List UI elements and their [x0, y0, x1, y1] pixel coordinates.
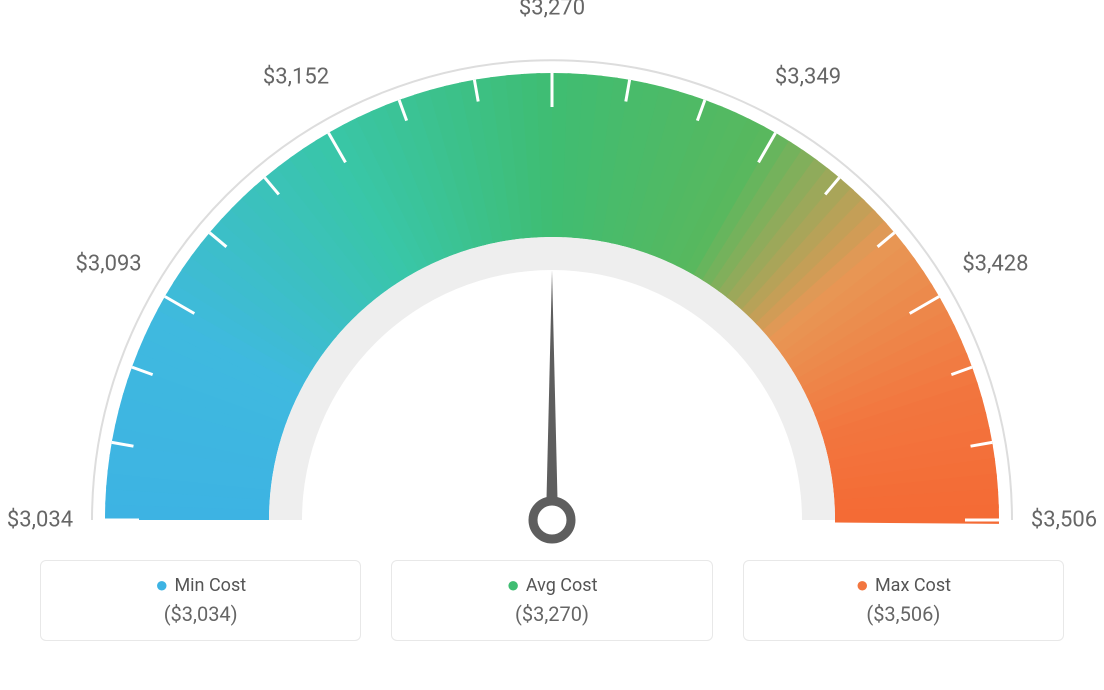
gauge-hub — [533, 501, 571, 539]
legend-row: ● Min Cost ($3,034) ● Avg Cost ($3,270) ● M… — [0, 560, 1104, 641]
legend-value-min: ($3,034) — [61, 602, 340, 626]
legend-card-min: ● Min Cost ($3,034) — [40, 560, 361, 641]
legend-label-avg: ● Avg Cost — [412, 575, 691, 596]
tick-label-5: $3,428 — [962, 252, 1028, 277]
legend-label-max: ● Max Cost — [764, 575, 1043, 596]
tick-label-1: $3,093 — [76, 252, 142, 277]
bullet-min-icon: ● — [155, 573, 168, 598]
gauge-needle — [546, 270, 558, 520]
legend-text-min: Min Cost — [174, 575, 246, 596]
tick-label-0: $3,034 — [7, 508, 73, 533]
gauge-svg — [0, 0, 1104, 560]
cost-gauge-widget: $3,034 $3,093 $3,152 $3,270 $3,349 $3,428 $3,5… — [0, 0, 1104, 690]
tick-label-2: $3,152 — [263, 64, 329, 89]
tick-label-3: $3,270 — [519, 0, 585, 21]
legend-text-max: Max Cost — [875, 575, 951, 596]
legend-text-avg: Avg Cost — [526, 575, 598, 596]
bullet-max-icon: ● — [856, 573, 869, 598]
tick-label-4: $3,349 — [775, 64, 841, 89]
legend-value-max: ($3,506) — [764, 602, 1043, 626]
gauge-area: $3,034 $3,093 $3,152 $3,270 $3,349 $3,428 $3,5… — [0, 0, 1104, 560]
legend-label-min: ● Min Cost — [61, 575, 340, 596]
tick-label-6: $3,506 — [1031, 508, 1097, 533]
bullet-avg-icon: ● — [507, 573, 520, 598]
legend-card-avg: ● Avg Cost ($3,270) — [391, 560, 712, 641]
legend-value-avg: ($3,270) — [412, 602, 691, 626]
legend-card-max: ● Max Cost ($3,506) — [743, 560, 1064, 641]
